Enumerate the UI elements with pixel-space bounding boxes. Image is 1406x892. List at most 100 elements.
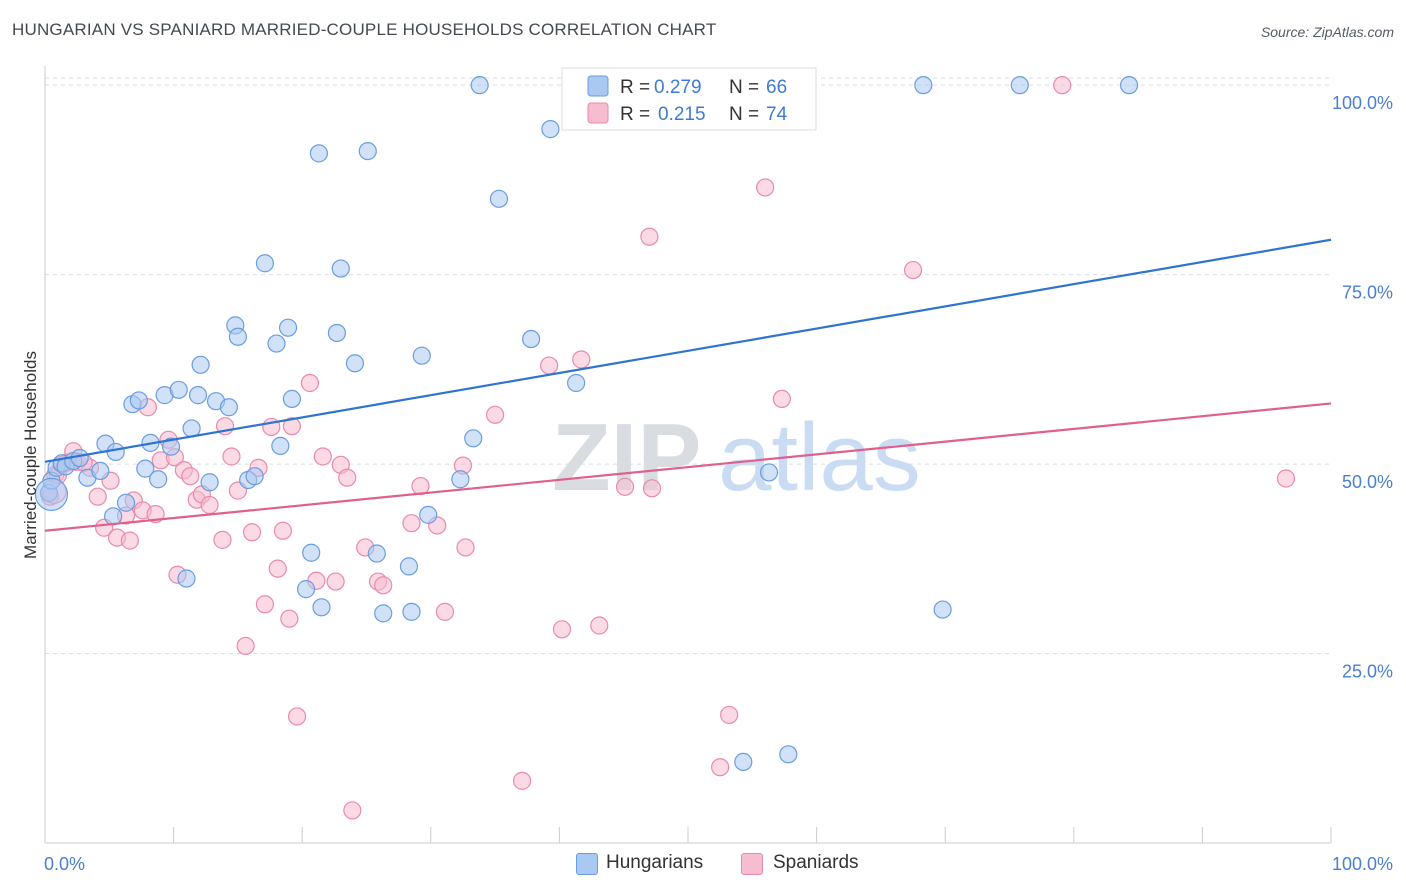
hungarians-point-39 — [309, 144, 329, 163]
spaniards-point-50 — [402, 514, 421, 533]
hungarians-point-66 — [1119, 76, 1139, 95]
chart-title: HUNGARIAN VS SPANIARD MARRIED-COUPLE HOU… — [12, 20, 717, 39]
spaniards-point-25 — [200, 495, 219, 515]
hungarians-trend-line — [44, 238, 1332, 463]
spaniards-point-61 — [590, 616, 609, 635]
y-axis-label: Married-couple Households — [21, 351, 40, 559]
spaniards-point-36 — [273, 521, 293, 540]
legend-n-label: N = — [729, 77, 759, 98]
hungarians-point-6 — [70, 448, 89, 468]
legend-swatch-hungarians — [576, 853, 598, 875]
hungarians-point-14 — [129, 391, 148, 410]
spaniards-point-63 — [640, 227, 659, 246]
hungarians-point-61 — [759, 463, 779, 482]
hungarians-point-32 — [255, 254, 275, 273]
hungarians-point-49 — [412, 346, 431, 365]
spaniards-point-33 — [255, 595, 275, 614]
spaniards-point-42 — [313, 447, 332, 466]
hungarians-point-12 — [116, 493, 136, 512]
y-tick-label-1: 50.0% — [1342, 472, 1393, 492]
hungarians-point-36 — [282, 389, 302, 409]
hungarians-point-31 — [245, 467, 264, 486]
source-credit: Source: ZipAtlas.com — [1260, 24, 1394, 40]
spaniards-point-46 — [343, 801, 362, 820]
hungarians-point-10 — [106, 442, 125, 462]
hungarians-point-27 — [219, 398, 238, 417]
bottom-legend: Hungarians Spaniards — [0, 850, 1406, 878]
x-tick-label-max: 100.0% — [1332, 854, 1393, 874]
hungarians-point-34 — [271, 436, 290, 455]
spaniards-point-53 — [435, 602, 455, 621]
hungarians-point-21 — [177, 569, 196, 588]
hungarians-point-59 — [734, 752, 753, 772]
hungarians-point-42 — [331, 259, 350, 278]
hungarians-point-43 — [345, 354, 365, 373]
hungarians-point-58 — [567, 373, 586, 393]
spaniards-point-70 — [1053, 76, 1072, 95]
hungarians-point-8 — [91, 461, 110, 480]
hungarians-point-63 — [914, 76, 933, 95]
spaniards-point-59 — [552, 620, 572, 639]
spaniards-point-43 — [326, 572, 345, 591]
legend-r-value-hungarians: 0.279 — [654, 77, 702, 98]
hungarians-point-45 — [367, 544, 386, 563]
hungarians-point-25 — [200, 473, 219, 492]
spaniards-point-64 — [642, 479, 662, 498]
legend-swatch-spaniards — [741, 853, 763, 875]
legend-n-label: N = — [729, 104, 759, 125]
trend-lines — [44, 238, 1332, 532]
spaniards-point-66 — [720, 705, 739, 725]
hungarians-point-54 — [489, 189, 509, 208]
hungarians-point-24 — [191, 355, 210, 374]
spaniards-point-26 — [213, 530, 232, 549]
spaniards-point-35 — [268, 559, 287, 578]
legend-r-label: R = — [620, 104, 650, 125]
legend-n-value-spaniards: 74 — [766, 104, 788, 125]
spaniards-point-38 — [282, 417, 302, 436]
hungarians-point-23 — [188, 386, 208, 405]
x-tick-label-min: 0.0% — [44, 854, 85, 874]
legend-r-value-spaniards: 0.215 — [658, 104, 706, 125]
legend-swatch-hungarians — [587, 75, 609, 97]
spaniards-point-45 — [338, 468, 357, 487]
hungarians-point-41 — [327, 323, 347, 343]
spaniards-point-60 — [572, 350, 591, 369]
hungarians-point-19 — [161, 437, 181, 456]
spaniards-point-12 — [120, 531, 139, 550]
spaniards-point-28 — [222, 447, 241, 466]
hungarians-point-48 — [402, 602, 421, 621]
hungarians-point-46 — [374, 604, 393, 623]
tick-labels: 25.0% 50.0% 75.0% 100.0% 0.0% 100.0% — [44, 93, 1393, 874]
spaniards-point-68 — [772, 389, 791, 409]
spaniards-point-56 — [486, 405, 505, 424]
spaniards-point-65 — [711, 758, 730, 777]
spaniards-point-58 — [540, 356, 559, 375]
hungarians-point-51 — [451, 470, 470, 489]
legend-label-spaniards: Spaniards — [773, 852, 859, 873]
spaniards-point-31 — [242, 523, 262, 542]
y-tick-label-2: 75.0% — [1342, 283, 1393, 303]
spaniards-point-67 — [756, 178, 775, 197]
spaniards-point-30 — [236, 636, 255, 656]
spaniards-point-71 — [1276, 469, 1296, 488]
watermark: ZIP atlas — [552, 404, 921, 511]
hungarians-points — [34, 73, 1139, 772]
legend-label-hungarians: Hungarians — [606, 852, 704, 873]
spaniards-point-22 — [181, 467, 200, 486]
hungarians-point-56 — [541, 120, 560, 139]
legend-n-value-hungarians: 66 — [766, 77, 787, 98]
spaniards-point-62 — [615, 477, 635, 496]
hungarians-point-53 — [470, 76, 489, 95]
hungarians-point-40 — [312, 598, 331, 617]
spaniards-trend-line — [44, 402, 1332, 532]
grid-lines — [45, 77, 1331, 655]
spaniards-point-49 — [374, 576, 393, 595]
axes — [44, 66, 1332, 844]
hungarians-point-cluster — [34, 477, 69, 511]
hungarians-point-52 — [464, 429, 483, 448]
hungarians-point-62 — [779, 745, 798, 764]
spaniards-point-39 — [287, 707, 307, 726]
y-tick-label-3: 100.0% — [1332, 93, 1393, 113]
hungarians-point-20 — [169, 380, 188, 399]
